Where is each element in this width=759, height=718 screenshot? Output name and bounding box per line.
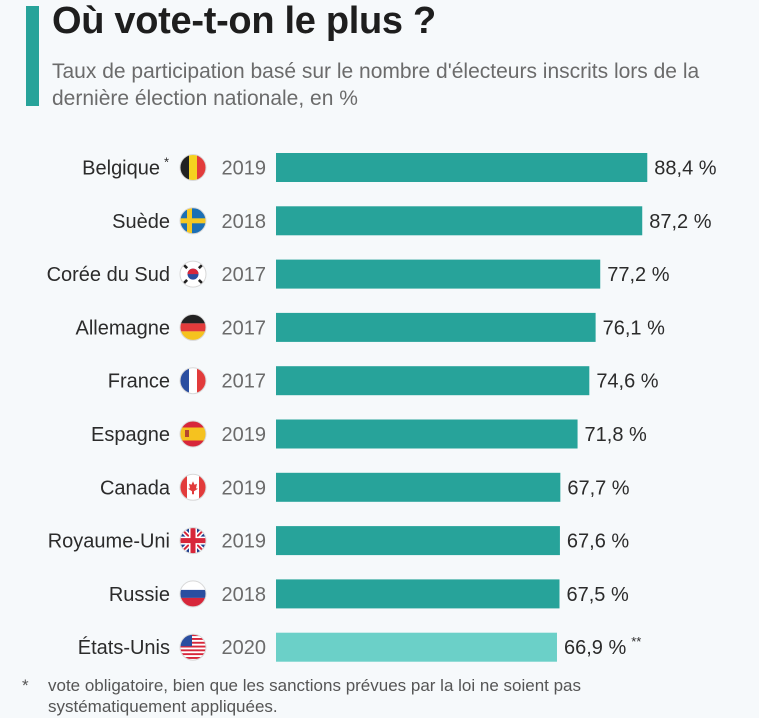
flag-france-icon [179, 367, 207, 395]
year-label: 2018 [222, 211, 267, 233]
year-label: 2019 [222, 158, 267, 180]
category-label: Corée du Sud [47, 264, 170, 286]
value-label: 67,6 % [567, 531, 629, 553]
bar [276, 632, 557, 662]
flag-germany-icon [179, 313, 207, 341]
bar [276, 153, 648, 182]
category-label: Allemagne [75, 317, 170, 339]
value-label: 67,7 % [567, 477, 629, 499]
value-footnote-mark: ** [631, 634, 641, 649]
bar [276, 419, 578, 449]
chart-title: Où vote-t-on le plus ? [52, 0, 436, 42]
year-label: 2019 [222, 477, 267, 499]
footnote-text: vote obligatoire, bien que les sanctions… [48, 676, 582, 716]
category-label: Belgique [82, 158, 160, 180]
year-label: 2019 [222, 424, 267, 446]
value-label: 74,6 % [596, 371, 658, 393]
category-label: Royaume-Uni [48, 531, 170, 553]
bar [276, 472, 561, 502]
value-label: 88,4 % [654, 158, 716, 180]
bar [276, 366, 590, 396]
flag-russia-icon [179, 580, 207, 608]
bar [276, 312, 596, 342]
value-label: 77,2 % [607, 264, 669, 286]
flag-spain-icon [179, 420, 207, 448]
category-footnote-mark: * [164, 155, 169, 170]
value-label: 67,5 % [567, 584, 629, 606]
footnote-marker: * [22, 676, 29, 695]
category-label: France [108, 371, 170, 393]
category-label: États-Unis [78, 636, 170, 659]
bar [276, 526, 560, 556]
category-label: Canada [100, 477, 171, 499]
value-label: 87,2 % [649, 211, 711, 233]
flag-usa-icon [179, 633, 207, 661]
accent-bar [26, 6, 39, 106]
category-label: Russie [109, 584, 170, 606]
year-label: 2018 [222, 584, 267, 606]
year-label: 2019 [222, 531, 267, 553]
flag-canada-icon [179, 473, 207, 501]
bar-chart: Belgique * 2019 88,4 % Suède 2018 87,2 % Corée … [47, 153, 717, 662]
year-label: 2017 [222, 317, 267, 339]
category-label: Espagne [91, 424, 170, 446]
chart-subtitle: Taux de participation basé sur le nombre… [52, 60, 700, 110]
year-label: 2017 [222, 264, 267, 286]
value-label: 66,9 % [564, 637, 626, 659]
footnote: * vote obligatoire, bien que les sanction… [22, 675, 722, 717]
year-label: 2020 [222, 637, 267, 659]
value-label: 76,1 % [603, 317, 665, 339]
flag-belgium-icon [179, 154, 207, 181]
bar [276, 579, 560, 609]
flag-south-korea-icon [179, 260, 207, 288]
value-label: 71,8 % [585, 424, 647, 446]
category-label: Suède [112, 211, 170, 233]
bar [276, 206, 643, 236]
flag-uk-icon [179, 527, 207, 555]
year-label: 2017 [222, 371, 267, 393]
flag-sweden-icon [179, 207, 207, 235]
bar [276, 259, 601, 289]
